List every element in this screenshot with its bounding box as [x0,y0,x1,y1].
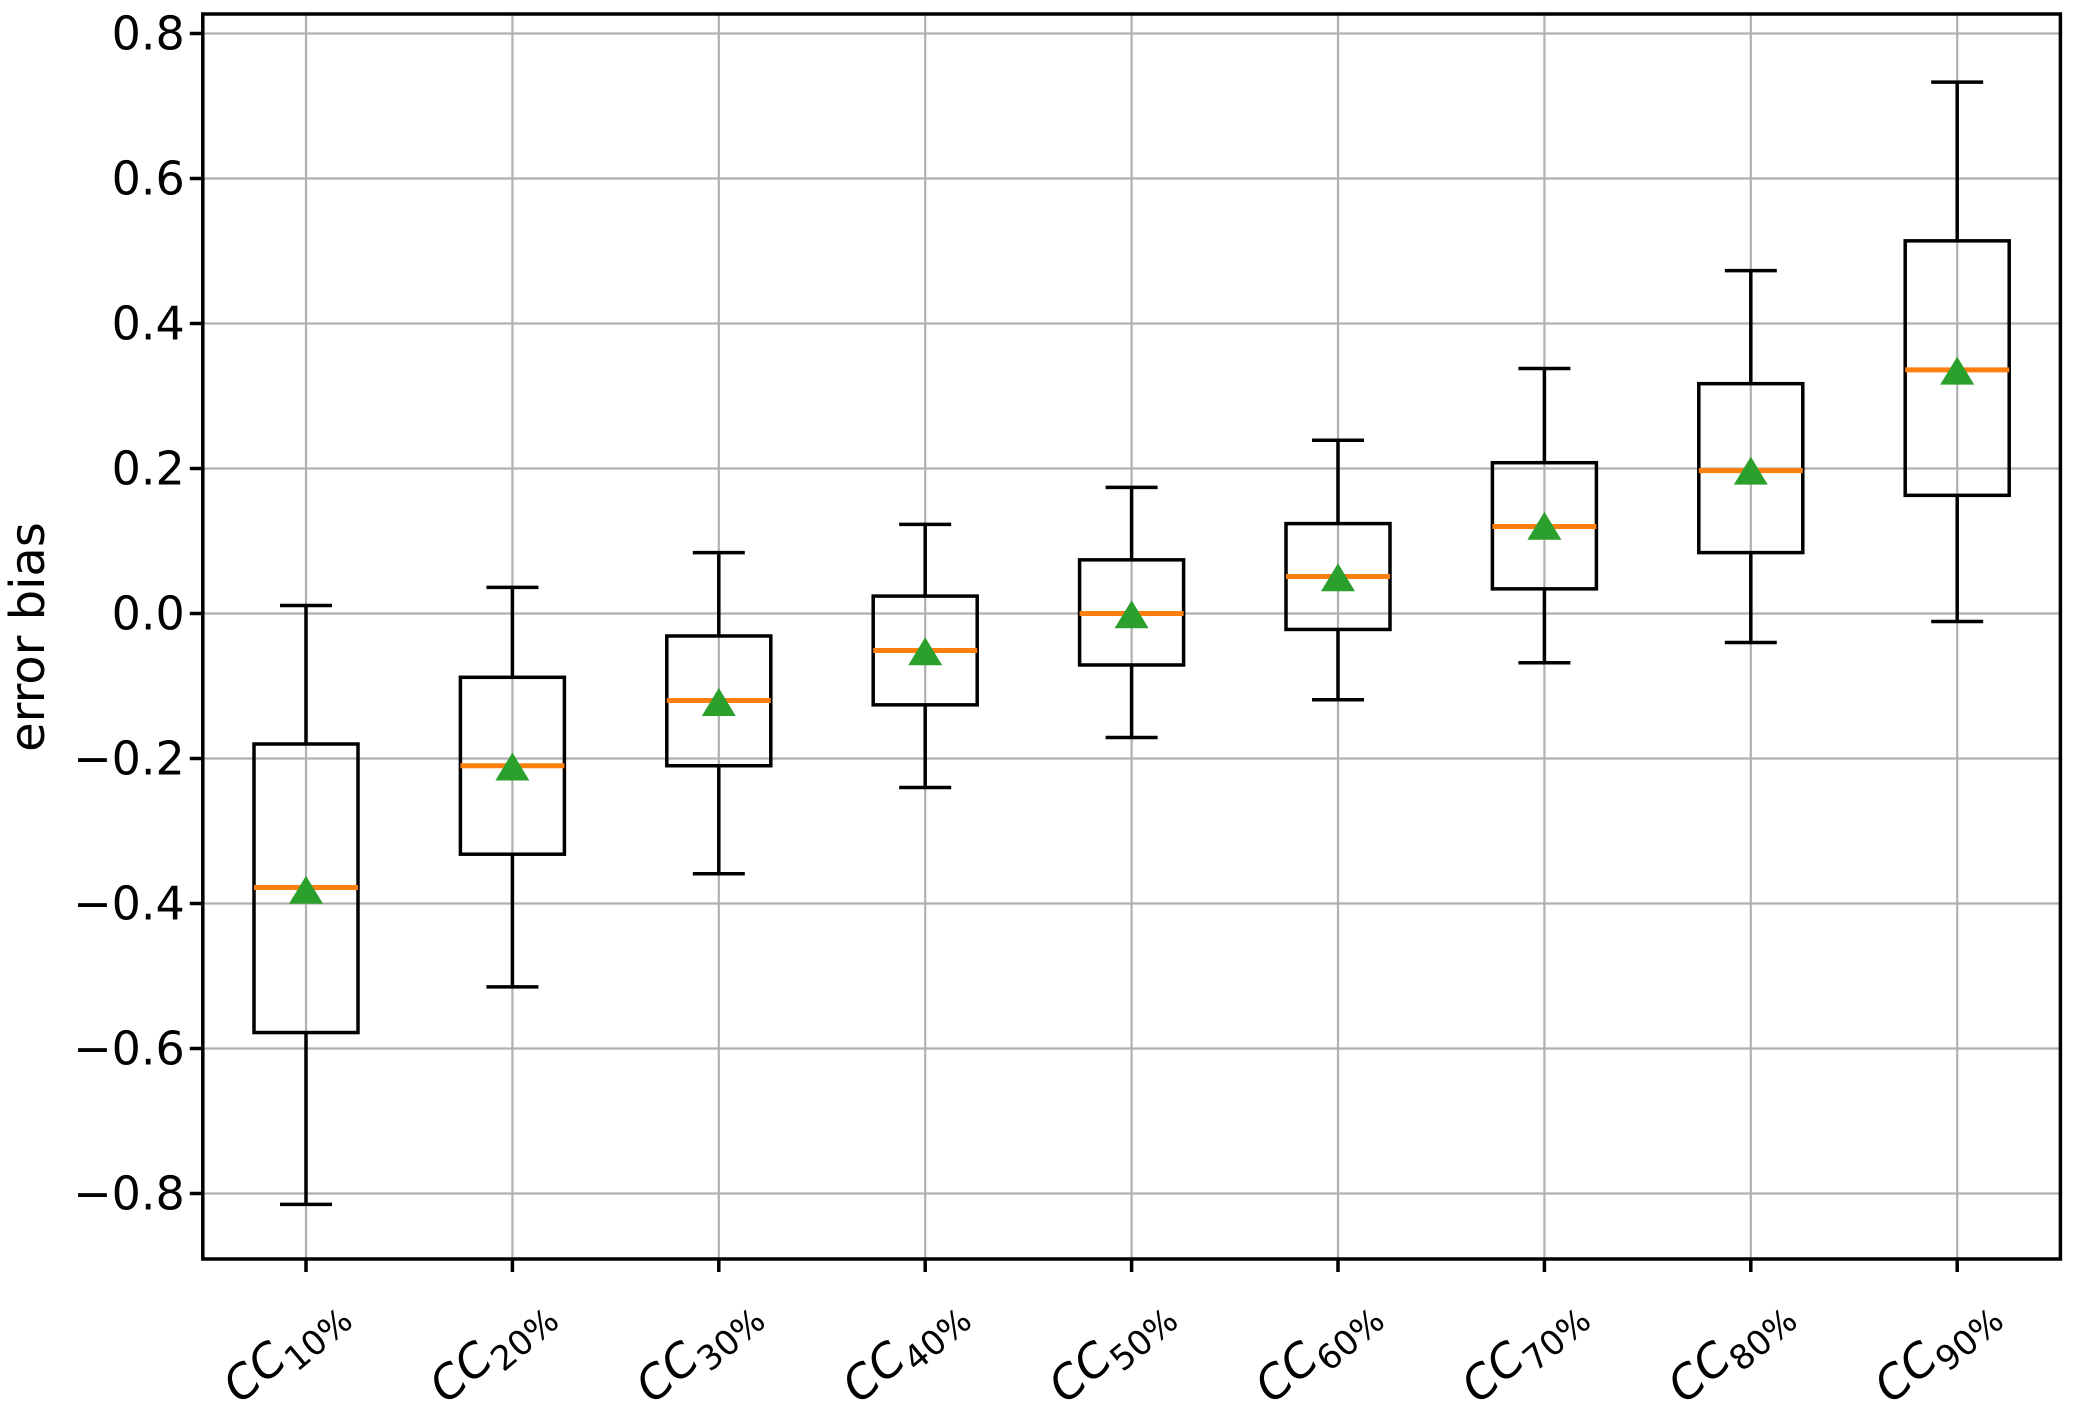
y-tick-label: −0.6 [73,1022,185,1076]
box-group-CC90% [1903,80,2011,624]
y-tick-label: −0.4 [73,877,185,931]
box-group-CC80% [1697,268,1805,645]
box-group-CC10% [252,603,360,1207]
box-group-CC60% [1284,438,1392,702]
box-group-CC70% [1490,366,1599,665]
box-group-CC40% [871,522,979,790]
axes-layer [189,12,2063,1272]
y-tick-label: −0.2 [73,732,185,786]
box-group-CC30% [665,550,773,876]
iqr-box [1697,381,1805,555]
y-tick-label: 0.2 [112,442,185,496]
mean-marker [908,637,943,666]
y-tick-label: 0.6 [112,152,185,206]
mean-marker [1114,600,1149,629]
mean-marker [1733,456,1768,485]
box-group-CC20% [458,585,567,989]
mean-marker [289,875,323,904]
mean-marker [1527,511,1562,540]
mean-marker [495,752,530,781]
mean-marker [1321,563,1355,592]
box-layer [252,80,2011,1207]
mean-marker [701,687,736,716]
box-group-CC50% [1077,485,1186,740]
y-tick-label: −0.8 [73,1167,185,1221]
y-tick-label: 0.8 [112,7,185,61]
mean-marker [1940,356,1975,385]
y-tick-label: 0.4 [112,297,185,351]
y-tick-label: 0.0 [112,587,185,641]
y-axis-label: error bias [0,522,56,752]
